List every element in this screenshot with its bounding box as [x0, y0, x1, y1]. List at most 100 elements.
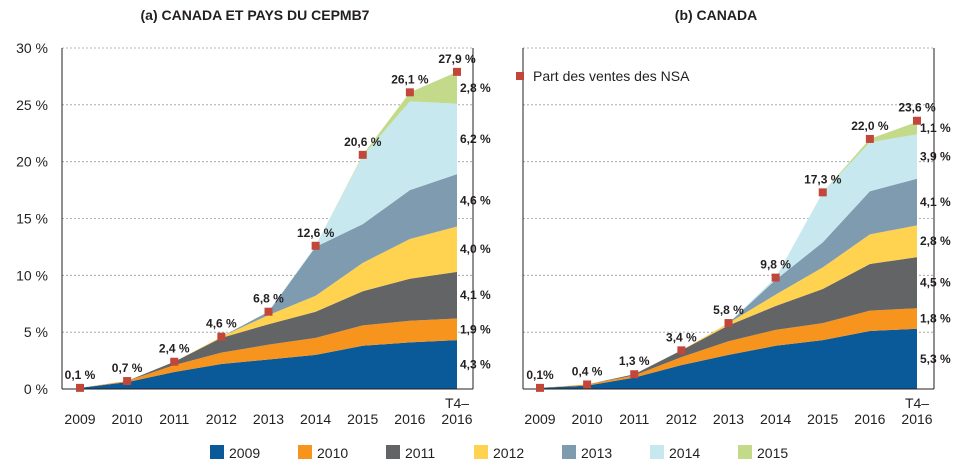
legend-swatch-2010 — [298, 445, 312, 459]
legend-label-2009: 2009 — [229, 445, 260, 461]
data-label: 1,3 % — [619, 354, 650, 368]
x-tick-label: 2014 — [760, 411, 791, 427]
segment-label: 1,8 % — [920, 312, 951, 326]
data-marker — [536, 383, 544, 392]
segment-label: 1,9 % — [460, 322, 491, 336]
segment-label: 4,1 % — [460, 288, 491, 302]
segment-label: 4,3 % — [460, 358, 491, 372]
data-marker — [217, 332, 226, 341]
data-marker — [311, 241, 320, 250]
data-label: 9,8 % — [760, 258, 791, 272]
x-tick-label: 2012 — [206, 411, 237, 427]
area-series-2009 — [80, 340, 457, 389]
x-tick-label: 2010 — [112, 411, 143, 427]
data-label: 5,8 % — [713, 303, 744, 317]
legend: 2009 2010 2011 2012 2013 2014 2015 — [210, 445, 788, 461]
y-tick-label: 25 % — [16, 97, 48, 113]
data-marker — [76, 383, 84, 392]
data-marker — [405, 88, 414, 97]
x-tick-label: 2009 — [64, 411, 95, 427]
segment-label: 2,8 % — [920, 234, 951, 248]
data-label: 4,6 % — [206, 317, 237, 331]
legend-swatch-2009 — [210, 445, 224, 459]
data-label: 12,6 % — [297, 226, 335, 240]
x-tick-label: 2016 — [901, 411, 932, 427]
x-tick-label: T4– — [445, 395, 469, 411]
data-label: 0,4 % — [572, 364, 603, 378]
data-marker — [865, 134, 874, 143]
data-marker — [170, 357, 179, 366]
x-tick-label: 2015 — [807, 411, 838, 427]
marker-legend-swatch — [516, 72, 524, 80]
y-tick-label: 0 % — [24, 381, 48, 397]
segment-label: 6,2 % — [460, 132, 491, 146]
y-tick-label: 15 % — [16, 211, 48, 227]
data-label: 17,3 % — [804, 172, 842, 186]
legend-label-2011: 2011 — [405, 445, 435, 461]
legend-label-2010: 2010 — [317, 445, 348, 461]
data-marker — [123, 377, 132, 386]
legend-swatch-2014 — [650, 445, 664, 459]
data-marker — [771, 273, 780, 282]
data-label: 26,1 % — [391, 72, 429, 86]
panel-a: (a) CANADA ET PAYS DU CEPMB7 0 % 5 % 10 % 15… — [16, 7, 491, 427]
data-marker — [583, 380, 592, 389]
data-marker — [358, 150, 367, 159]
legend-label-2014: 2014 — [669, 445, 700, 461]
area-series-2011 — [540, 257, 917, 388]
area-series-2011 — [80, 271, 457, 388]
data-label: 2,4 % — [159, 342, 190, 356]
data-label: 6,8 % — [253, 292, 284, 306]
marker-legend-label: Part des ventes des NSA — [533, 68, 690, 84]
x-tick-label: 2011 — [619, 411, 649, 427]
data-label: 0,1% — [526, 368, 554, 382]
segment-label: 5,3 % — [920, 352, 951, 366]
data-label: 23,6 % — [898, 101, 936, 115]
area-series-2010 — [80, 318, 457, 388]
segment-label: 4,6 % — [460, 193, 491, 207]
legend-swatch-2013 — [562, 445, 576, 459]
data-marker — [677, 346, 686, 355]
x-tick-label: 2016 — [441, 411, 472, 427]
data-marker — [913, 116, 921, 125]
segment-label: 4,0 % — [460, 242, 491, 256]
data-label: 0,1 % — [65, 368, 96, 382]
x-tick-label: 2011 — [159, 411, 189, 427]
segment-label: 1,1 % — [920, 121, 951, 135]
x-tick-label: 2016 — [854, 411, 885, 427]
x-tick-label: 2013 — [253, 411, 284, 427]
y-tick-label: 10 % — [16, 267, 48, 283]
legend-label-2013: 2013 — [581, 445, 612, 461]
y-tick-label: 30 % — [16, 40, 48, 56]
legend-swatch-2015 — [738, 445, 752, 459]
y-tick-label: 5 % — [24, 324, 48, 340]
data-marker — [264, 307, 273, 316]
area-series-2014 — [540, 134, 917, 388]
segment-label: 3,9 % — [920, 150, 951, 164]
chart-title: (a) CANADA ET PAYS DU CEPMB7 — [141, 7, 370, 23]
legend-label-2012: 2012 — [493, 445, 524, 461]
area-series-2010 — [540, 308, 917, 388]
segment-label: 4,1 % — [920, 195, 951, 209]
data-marker — [453, 67, 461, 76]
x-tick-label: 2013 — [713, 411, 744, 427]
x-tick-label: T4– — [905, 395, 929, 411]
legend-label-2015: 2015 — [757, 445, 788, 461]
legend-swatch-2011 — [386, 445, 400, 459]
data-marker — [818, 188, 827, 197]
data-label: 27,9 % — [438, 52, 476, 66]
area-series-2013 — [540, 178, 917, 388]
data-label: 0,7 % — [112, 361, 143, 375]
legend-swatch-2012 — [474, 445, 488, 459]
x-tick-label: 2016 — [394, 411, 425, 427]
data-label: 3,4 % — [666, 330, 697, 344]
x-tick-label: 2012 — [666, 411, 697, 427]
chart-title: (b) CANADA — [675, 7, 757, 23]
area-series-2014 — [80, 101, 457, 388]
data-label: 20,6 % — [344, 135, 382, 149]
data-marker — [630, 370, 639, 379]
data-label: 22,0 % — [851, 119, 889, 133]
y-tick-label: 20 % — [16, 154, 48, 170]
x-tick-label: 2009 — [524, 411, 555, 427]
